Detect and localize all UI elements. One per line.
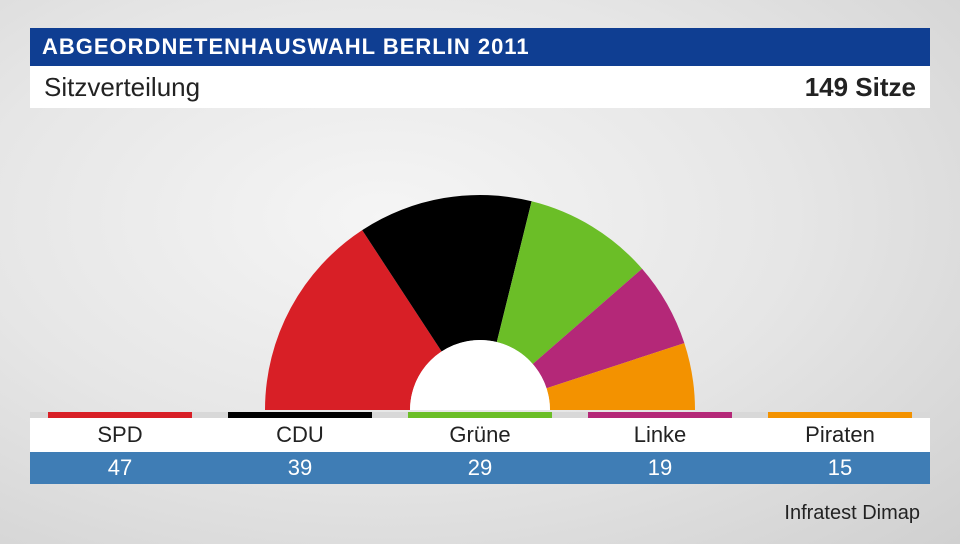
- chart-container: ABGEORDNETENHAUSWAHL BERLIN 2011 Sitzver…: [0, 0, 960, 544]
- source-attribution: Infratest Dimap: [784, 502, 920, 525]
- legend-color-seg: [210, 412, 390, 418]
- legend-color-seg: [30, 412, 210, 418]
- legend-color-seg: [570, 412, 750, 418]
- legend-color-bar-piraten: [768, 412, 912, 418]
- legend-name-cell: SPD: [30, 418, 210, 452]
- legend-value-cell: 39: [210, 452, 390, 484]
- legend: SPD CDU Grüne Linke Piraten 47 39 29 19 15: [30, 412, 930, 484]
- chart-subtitle: Sitzverteilung: [44, 72, 200, 103]
- donut-svg: [255, 185, 705, 410]
- legend-color-bar-cdu: [228, 412, 372, 418]
- legend-name-cell: Linke: [570, 418, 750, 452]
- legend-name-cell: Piraten: [750, 418, 930, 452]
- legend-value-cell: 19: [570, 452, 750, 484]
- legend-party-name: Linke: [634, 422, 687, 448]
- sub-header: Sitzverteilung 149 Sitze: [30, 66, 930, 108]
- semi-donut-chart: [0, 140, 960, 410]
- total-seats-label: 149 Sitze: [805, 72, 916, 103]
- legend-value-cell: 47: [30, 452, 210, 484]
- legend-names-row: SPD CDU Grüne Linke Piraten: [30, 418, 930, 452]
- legend-party-seats: 39: [288, 455, 312, 481]
- legend-color-bar-spd: [48, 412, 192, 418]
- legend-name-cell: Grüne: [390, 418, 570, 452]
- legend-value-cell: 29: [390, 452, 570, 484]
- legend-party-seats: 29: [468, 455, 492, 481]
- header-bar: ABGEORDNETENHAUSWAHL BERLIN 2011: [30, 28, 930, 66]
- legend-color-seg: [390, 412, 570, 418]
- header-title: ABGEORDNETENHAUSWAHL BERLIN 2011: [42, 34, 530, 60]
- legend-color-bar-linke: [588, 412, 732, 418]
- legend-party-seats: 19: [648, 455, 672, 481]
- legend-name-cell: CDU: [210, 418, 390, 452]
- legend-party-seats: 15: [828, 455, 852, 481]
- legend-values-row: 47 39 29 19 15: [30, 452, 930, 484]
- legend-party-name: Grüne: [449, 422, 510, 448]
- legend-party-name: SPD: [97, 422, 142, 448]
- legend-party-name: Piraten: [805, 422, 875, 448]
- legend-color-strip: [30, 412, 930, 418]
- legend-party-name: CDU: [276, 422, 324, 448]
- legend-color-bar-grüne: [408, 412, 552, 418]
- legend-value-cell: 15: [750, 452, 930, 484]
- legend-color-seg: [750, 412, 930, 418]
- legend-party-seats: 47: [108, 455, 132, 481]
